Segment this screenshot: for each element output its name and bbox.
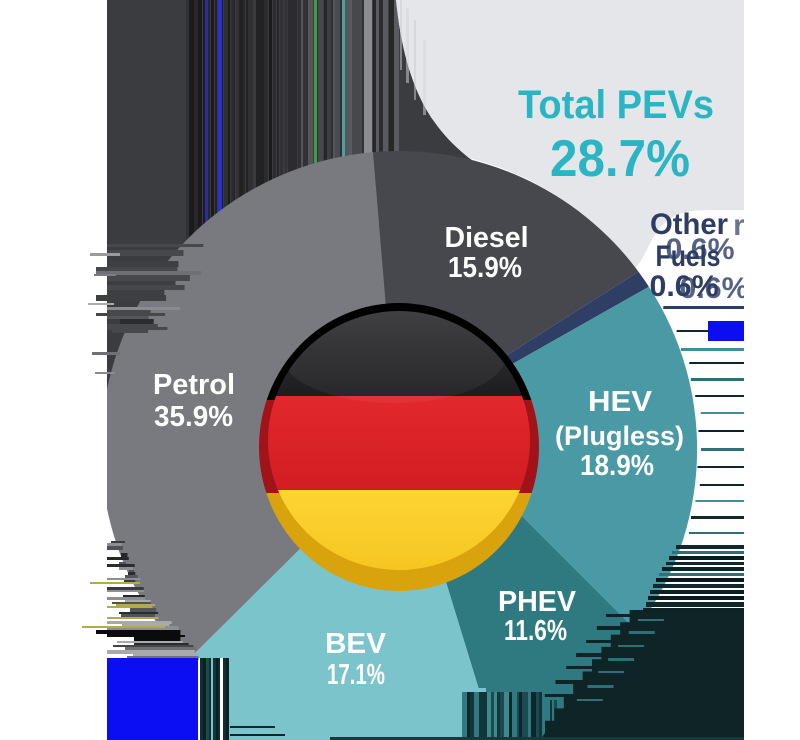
svg-text:18.9%: 18.9%: [580, 450, 654, 482]
svg-text:0.6%: 0.6%: [680, 272, 749, 305]
svg-text:Total PEVs: Total PEVs: [518, 83, 714, 127]
svg-text:17.1%: 17.1%: [327, 659, 385, 691]
svg-text:15.9%: 15.9%: [448, 252, 522, 284]
svg-text:Petrol: Petrol: [153, 369, 235, 401]
svg-text:PHEV: PHEV: [498, 586, 577, 618]
svg-text:35.9%: 35.9%: [154, 401, 233, 433]
svg-text:0.6%: 0.6%: [650, 270, 719, 303]
svg-text:(Plugless): (Plugless): [555, 421, 684, 451]
svg-text:Other: Other: [650, 208, 728, 241]
svg-text:HEV: HEV: [588, 386, 653, 418]
svg-text:Fuels: Fuels: [656, 240, 721, 273]
svg-text:28.7%: 28.7%: [550, 130, 690, 188]
svg-text:0.6%: 0.6%: [666, 233, 735, 266]
svg-text:Diesel: Diesel: [445, 222, 529, 254]
svg-text:BEV: BEV: [325, 628, 387, 660]
svg-text:r: r: [733, 209, 745, 242]
svg-text:11.6%: 11.6%: [504, 615, 567, 647]
